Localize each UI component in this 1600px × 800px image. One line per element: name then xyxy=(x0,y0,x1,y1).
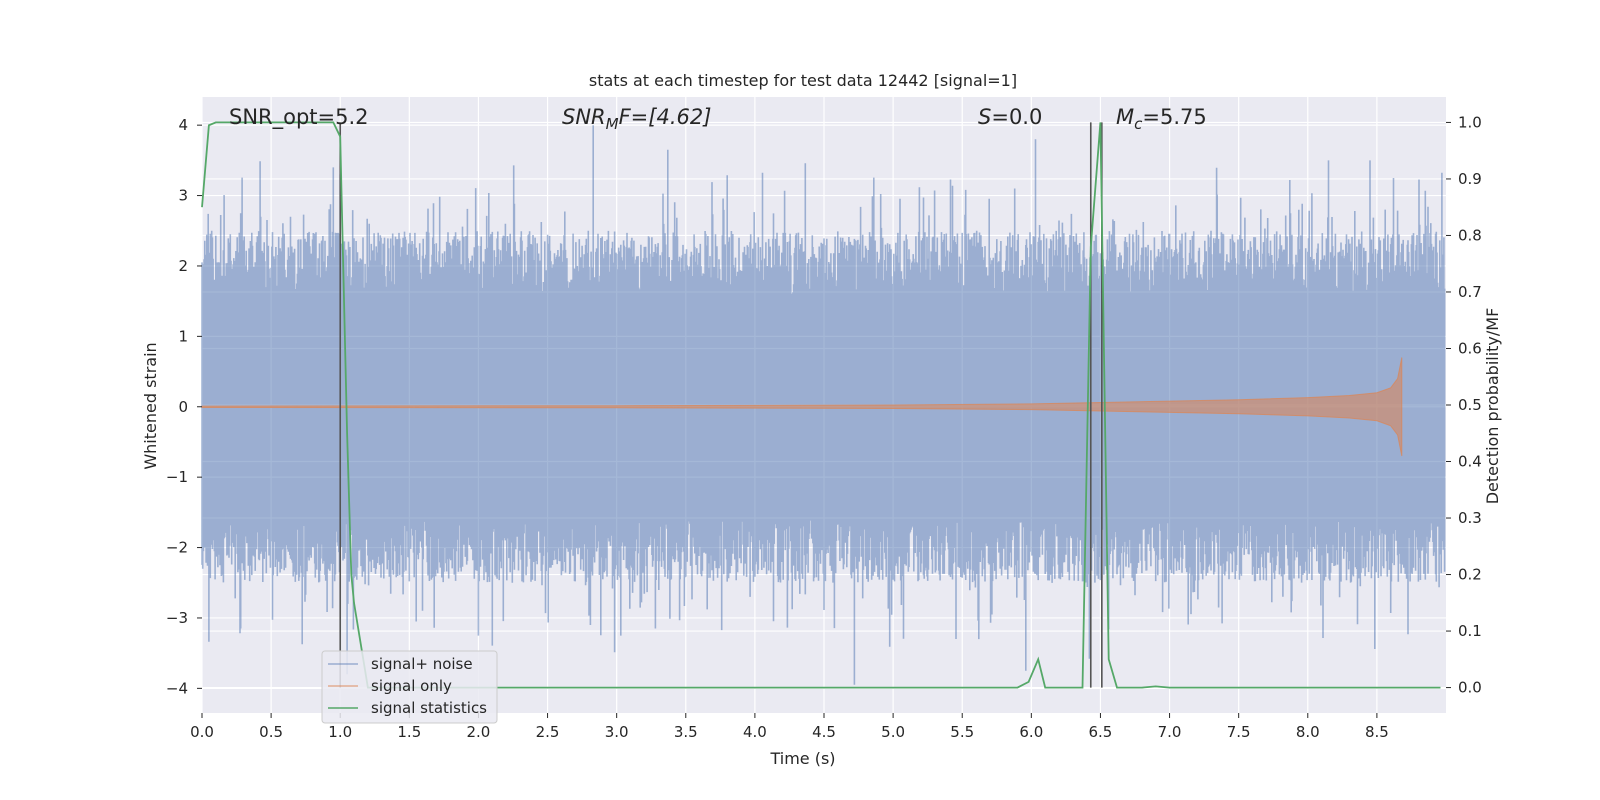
y-tick-label: 2 xyxy=(178,257,188,275)
x-tick-label: 8.0 xyxy=(1296,723,1320,741)
y-tick-label: −4 xyxy=(166,679,188,697)
annotation-s-main: S xyxy=(978,105,991,129)
x-tick-label: 2.0 xyxy=(467,723,491,741)
y-tick-label: −1 xyxy=(166,468,188,486)
x-tick-label: 4.5 xyxy=(812,723,836,741)
annotation-mc-tail: =5.75 xyxy=(1142,105,1206,129)
x-tick-label: 7.0 xyxy=(1158,723,1182,741)
y-right-tick-label: 0.4 xyxy=(1458,453,1482,471)
x-tick-label: 3.0 xyxy=(605,723,629,741)
y-tick-label: 4 xyxy=(178,116,188,134)
annotation-mc-main: M xyxy=(1116,105,1134,129)
x-tick-label: 2.5 xyxy=(536,723,560,741)
y-right-tick-label: 0.2 xyxy=(1458,566,1482,584)
series-signal-statistics xyxy=(201,121,1441,689)
y-right-tick-label: 0.7 xyxy=(1458,283,1482,301)
y-tick-label: 3 xyxy=(178,187,188,205)
annotation-snr-opt: SNR_opt=5.2 xyxy=(229,105,369,130)
annotation-s: S=0.0 xyxy=(978,105,1042,129)
x-tick-label: 1.5 xyxy=(397,723,421,741)
series-signal-only xyxy=(201,357,1403,457)
y-tick-label: 0 xyxy=(178,398,188,416)
x-tick-label: 6.0 xyxy=(1019,723,1043,741)
annotation-snr-mf-main: SNR xyxy=(562,105,606,129)
x-axis-label: Time (s) xyxy=(769,749,835,768)
x-tick-label: 6.5 xyxy=(1089,723,1113,741)
legend-label-signal-statistics: signal statistics xyxy=(371,699,487,717)
axes: 0.0 0.5 1.0 1.5 2.0 2.5 3.0 3.5 4.0 4.5 5.0 5.5 6.0 6… xyxy=(166,113,1482,741)
x-tick-label: 0.0 xyxy=(190,723,214,741)
plot-area xyxy=(201,97,1446,713)
x-tick-label: 1.0 xyxy=(328,723,352,741)
y-right-tick-label: 0.3 xyxy=(1458,509,1482,527)
x-tick-label: 4.0 xyxy=(743,723,767,741)
annotation-mc: Mc=5.75 xyxy=(1116,105,1207,133)
y-right-tick-label: 0.9 xyxy=(1458,170,1482,188)
x-tick-label: 8.5 xyxy=(1365,723,1389,741)
annotation-snr-mf-tail: F=[4.62] xyxy=(619,105,712,129)
annotation-s-tail: =0.0 xyxy=(991,105,1042,129)
annotation-snr-mf-sub: M xyxy=(606,115,619,133)
y-right-tick-label: 1.0 xyxy=(1458,113,1482,131)
legend-label-signal-noise: signal+ noise xyxy=(371,655,473,673)
annotation-snr-mf: SNRMF=[4.62] xyxy=(562,105,711,133)
legend-label-signal-only: signal only xyxy=(371,677,452,695)
annotation-mc-sub: c xyxy=(1134,115,1143,133)
legend-box xyxy=(321,650,498,724)
y-tick-label: −3 xyxy=(166,609,188,627)
y-right-tick-label: 0.8 xyxy=(1458,226,1482,244)
y-axis-label-left: Whitened strain xyxy=(141,342,160,469)
y-right-tick-label: 0.6 xyxy=(1458,339,1482,357)
y-right-tick-label: 0.1 xyxy=(1458,622,1482,640)
x-tick-label: 5.0 xyxy=(881,723,905,741)
y-axis-label-right: Detection probability/MF xyxy=(1483,308,1502,505)
y-tick-label: 1 xyxy=(178,327,188,345)
x-tick-label: 5.5 xyxy=(950,723,974,741)
x-tick-label: 7.5 xyxy=(1227,723,1251,741)
x-tick-label: 3.5 xyxy=(674,723,698,741)
chart-title: stats at each timestep for test data 124… xyxy=(589,71,1017,90)
y-tick-label: −2 xyxy=(166,539,188,557)
legend: signal+ noise signal only signal statist… xyxy=(321,650,498,724)
y-right-tick-label: 0.0 xyxy=(1458,679,1482,697)
x-tick-label: 0.5 xyxy=(259,723,283,741)
y-right-tick-label: 0.5 xyxy=(1458,396,1482,414)
